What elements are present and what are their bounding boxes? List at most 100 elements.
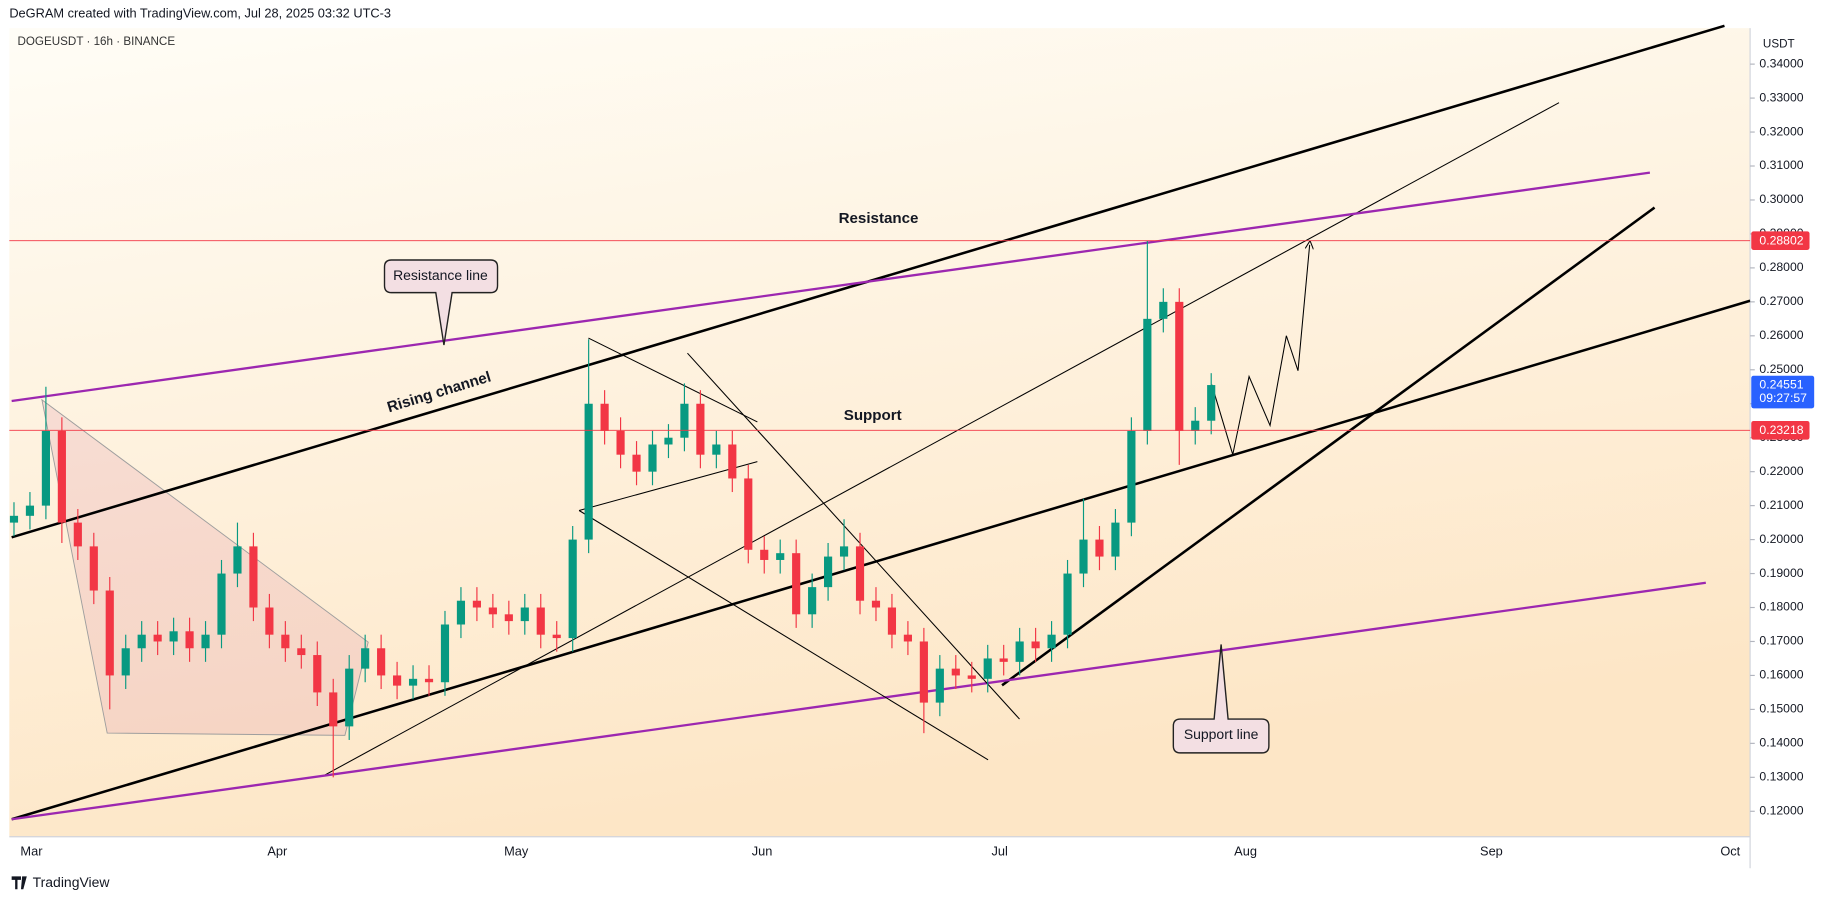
header-title: DeGRAM created with TradingView.com, Jul…: [9, 6, 391, 21]
candle-body: [728, 444, 737, 479]
symbol-info: DOGEUSDT · 16h · BINANCE: [17, 35, 175, 48]
candle-body: [967, 675, 976, 679]
candle-body: [744, 478, 753, 550]
candle-body: [9, 515, 19, 523]
candle-body: [488, 607, 497, 615]
x-tick-label: Aug: [1234, 843, 1257, 858]
callout-label: Support line: [1184, 726, 1259, 742]
annotation: Resistance: [839, 210, 919, 227]
candle-body: [951, 668, 960, 676]
candle-body: [760, 549, 769, 560]
wedge-line: [687, 352, 1020, 720]
logo: [11, 876, 27, 890]
candles: [9, 240, 1216, 778]
price-label: 0.28802: [1759, 233, 1803, 247]
candle-body: [73, 522, 82, 547]
candle-body: [377, 648, 386, 676]
x-tick-label: Sep: [1480, 843, 1503, 858]
candle-body: [217, 573, 226, 635]
candle-body: [89, 546, 98, 591]
countdown: 09:27:57: [1759, 391, 1807, 405]
y-tick-label: 0.15000: [1759, 702, 1803, 716]
candle-body: [935, 668, 944, 703]
candle-body: [393, 675, 402, 686]
y-tick-label: 0.22000: [1759, 464, 1803, 478]
candle-body: [1079, 539, 1088, 574]
candle-body: [121, 648, 130, 676]
price-label-box: [1751, 231, 1810, 250]
candle-body: [999, 658, 1008, 662]
y-tick-label: 0.13000: [1759, 770, 1803, 784]
candle-body: [983, 658, 992, 679]
projection: [1211, 245, 1310, 455]
candle-body: [41, 430, 50, 506]
candle-body: [249, 546, 258, 608]
y-tick-label: 0.33000: [1759, 90, 1803, 104]
candle-body: [233, 546, 242, 574]
y-tick-label: 0.34000: [1759, 56, 1803, 70]
candle-body: [824, 556, 833, 588]
candle-body: [424, 678, 434, 683]
x-tick-label: Jul: [992, 843, 1008, 858]
candle-body: [552, 634, 561, 639]
y-tick-label: 0.18000: [1759, 600, 1803, 614]
flag-line: [578, 461, 758, 512]
plot-area: [9, 28, 1751, 837]
candle-body: [201, 634, 210, 649]
candle-body: [536, 607, 545, 635]
candle-body: [361, 648, 370, 669]
candle-body: [855, 546, 865, 601]
candle-body: [1063, 573, 1072, 635]
candle-body: [1143, 318, 1152, 431]
y-tick-label: 0.30000: [1759, 192, 1803, 206]
candle-body: [57, 430, 66, 523]
x-tick-label: Apr: [267, 843, 288, 858]
currency: USDT: [1763, 38, 1795, 51]
y-tick-label: 0.19000: [1759, 566, 1803, 580]
x-tick-label: Oct: [1720, 843, 1740, 858]
candle-body: [25, 505, 35, 516]
price-label-box: [1751, 420, 1810, 440]
y-tick-label: 0.32000: [1759, 124, 1803, 138]
y-tick-label: 0.27000: [1759, 294, 1803, 308]
candle-body: [776, 553, 785, 560]
x-tick-label: May: [504, 843, 529, 858]
candle-body: [265, 607, 274, 635]
candle-body: [1127, 430, 1136, 523]
candle-body: [1191, 420, 1200, 431]
candle-body: [169, 631, 178, 642]
candle-body: [584, 403, 593, 540]
candle-body: [871, 600, 881, 608]
candle-body: [137, 634, 146, 649]
y-tick-label: 0.16000: [1759, 668, 1803, 682]
candle-body: [632, 454, 641, 472]
candle-body: [520, 607, 529, 622]
candle-body: [105, 590, 114, 676]
candle-body: [696, 403, 705, 455]
support-line: [11, 581, 1706, 821]
x-tick-label: Jun: [752, 843, 773, 858]
candle-body: [1111, 522, 1120, 557]
candle-body: [408, 678, 418, 686]
candle-body: [648, 444, 657, 472]
candle-body: [680, 403, 689, 438]
y-tick-label: 0.17000: [1759, 634, 1803, 648]
candle-body: [792, 553, 801, 615]
candle-body: [1159, 301, 1168, 319]
candle-body: [504, 614, 513, 622]
candle-body: [345, 668, 354, 727]
x-tick-label: Mar: [20, 843, 43, 858]
candle-body: [1095, 539, 1104, 557]
y-tick-label: 0.20000: [1759, 532, 1803, 546]
steep-trend: [1001, 206, 1656, 687]
candle-body: [456, 600, 466, 625]
resistance-line: [11, 171, 1651, 403]
candle-body: [472, 600, 481, 608]
candle-body: [297, 648, 306, 656]
candle-body: [281, 634, 290, 649]
y-tick-label: 0.21000: [1759, 498, 1803, 512]
candle-body: [887, 607, 897, 635]
y-tick-label: 0.25000: [1759, 362, 1803, 376]
